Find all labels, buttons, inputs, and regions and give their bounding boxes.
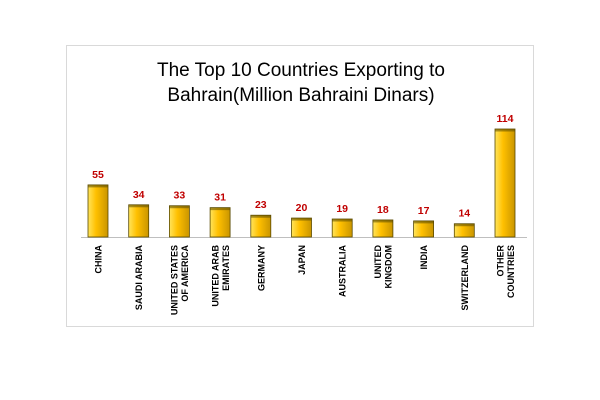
- bar-2: [169, 205, 190, 238]
- value-label-6: 19: [336, 203, 348, 215]
- bar-cap-5: [291, 218, 312, 221]
- value-label-5: 20: [296, 202, 308, 214]
- category-label-1-0: SAUDI ARABIA: [134, 245, 144, 311]
- category-label-10-1: COUNTRIES: [506, 245, 516, 298]
- category-label-3-0: UNITED ARAB: [210, 245, 220, 307]
- value-label-7: 18: [377, 204, 389, 216]
- category-label-2-1: OF AMERICA: [180, 245, 190, 302]
- value-label-10: 114: [497, 113, 514, 125]
- bar-cap-7: [372, 219, 393, 223]
- category-label-4-0: GERMANY: [256, 245, 266, 291]
- bar-5: [291, 217, 312, 238]
- chart-plot: 55 34 33 31 23 20 19 18 17 14 114 CHINA SAUDI ARABI…: [81, 113, 527, 315]
- bar-cap-4: [250, 215, 271, 218]
- value-label-4: 23: [255, 199, 267, 211]
- category-label-2-0: UNITED STATES: [170, 245, 180, 315]
- category-label-5-0: JAPAN: [297, 245, 307, 275]
- bar-10: [494, 128, 516, 238]
- bar-4: [250, 214, 272, 238]
- bar-cap-9: [454, 223, 475, 227]
- chart-title-line-1: The Top 10 Countries Exporting to: [157, 60, 445, 81]
- category-label-6-0: AUSTRALIA: [338, 245, 348, 297]
- bar-6: [331, 218, 353, 238]
- bar-7: [372, 219, 394, 238]
- value-label-0: 55: [92, 169, 104, 181]
- bar-cap-8: [413, 220, 434, 224]
- chart-title-line-2: Bahrain(Million Bahraini Dinars): [167, 85, 435, 106]
- category-label-8-0: INDIA: [419, 245, 429, 270]
- value-label-1: 34: [133, 189, 145, 201]
- value-label-3: 31: [214, 192, 226, 204]
- chart-frame: The Top 10 Countries Exporting to Bahrai…: [66, 45, 534, 327]
- category-label-10-0: OTHER: [495, 244, 505, 276]
- bar-cap-2: [169, 205, 190, 209]
- bar-1: [128, 204, 150, 238]
- bar-3: [209, 207, 231, 238]
- bar-cap-10: [495, 129, 515, 132]
- category-label-3-1: EMIRATES: [221, 245, 231, 291]
- category-label-0-0: CHINA: [94, 245, 104, 274]
- category-label-9-0: SWITZERLAND: [460, 245, 470, 311]
- category-label-7-0: UNITED: [373, 245, 383, 279]
- bar-cap-6: [332, 219, 353, 222]
- bar-cap-3: [210, 207, 231, 211]
- bar-cap-1: [128, 204, 149, 208]
- bar-0: [87, 184, 109, 238]
- bar-cap-0: [88, 184, 108, 188]
- category-label-7-1: KINGDOM: [384, 245, 394, 289]
- value-label-8: 17: [418, 205, 430, 217]
- value-label-9: 14: [458, 208, 470, 220]
- chart-title: The Top 10 Countries Exporting to Bahrai…: [67, 58, 535, 108]
- value-label-2: 33: [174, 190, 186, 202]
